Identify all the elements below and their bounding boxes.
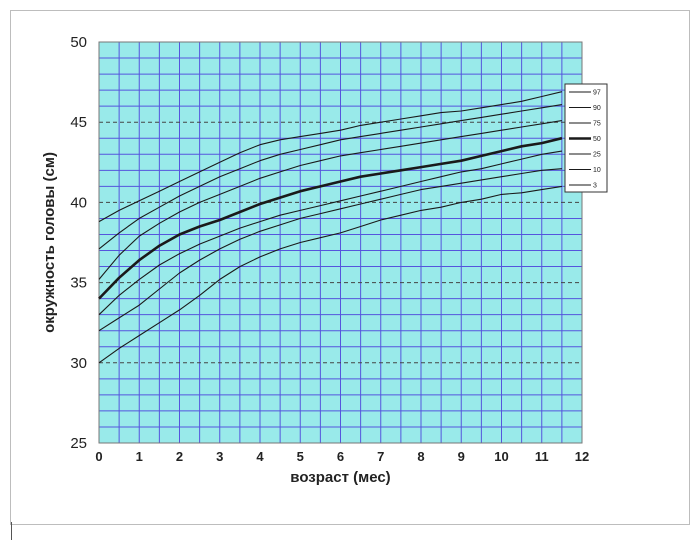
y-tick-label: 50 <box>70 34 87 51</box>
series-line-90 <box>98 104 562 250</box>
text-cursor <box>11 522 12 540</box>
legend-label: 75 <box>593 121 601 128</box>
legend-label: 50 <box>593 136 601 143</box>
y-axis-title: окружность головы (см) <box>41 152 58 333</box>
x-tick-label: 2 <box>176 449 183 464</box>
chart-frame <box>10 10 690 525</box>
x-tick-label: 11 <box>535 449 549 464</box>
x-tick-label: 8 <box>417 449 424 464</box>
legend-label: 97 <box>593 90 601 97</box>
x-axis-title: возраст (мес) <box>290 469 390 486</box>
x-tick-label: 1 <box>136 449 143 464</box>
y-tick-label: 45 <box>70 114 87 131</box>
series-line-10 <box>98 168 562 332</box>
y-tick-label: 35 <box>70 275 87 292</box>
x-tick-label: 7 <box>377 449 384 464</box>
legend-label: 25 <box>593 152 601 159</box>
series-line-97 <box>98 91 563 223</box>
x-tick-label: 5 <box>297 449 304 464</box>
x-tick-label: 9 <box>458 449 465 464</box>
series-line-3 <box>98 185 562 364</box>
x-tick-label: 6 <box>337 449 344 464</box>
series-line-50 <box>98 136 563 300</box>
legend-label: 10 <box>593 167 601 174</box>
plot-border <box>98 41 583 444</box>
y-tick-label: 40 <box>70 194 87 211</box>
x-tick-label: 3 <box>216 449 223 464</box>
x-tick-label: 10 <box>494 449 508 464</box>
x-tick-label: 12 <box>575 449 589 464</box>
x-tick-label: 4 <box>256 449 264 464</box>
legend-label: 3 <box>593 183 597 190</box>
series-line-75 <box>98 120 562 280</box>
y-tick-label: 30 <box>70 355 87 372</box>
x-tick-label: 0 <box>95 449 102 464</box>
y-tick-label: 25 <box>70 435 87 452</box>
series-line-25 <box>98 150 562 316</box>
legend-label: 90 <box>593 105 601 112</box>
